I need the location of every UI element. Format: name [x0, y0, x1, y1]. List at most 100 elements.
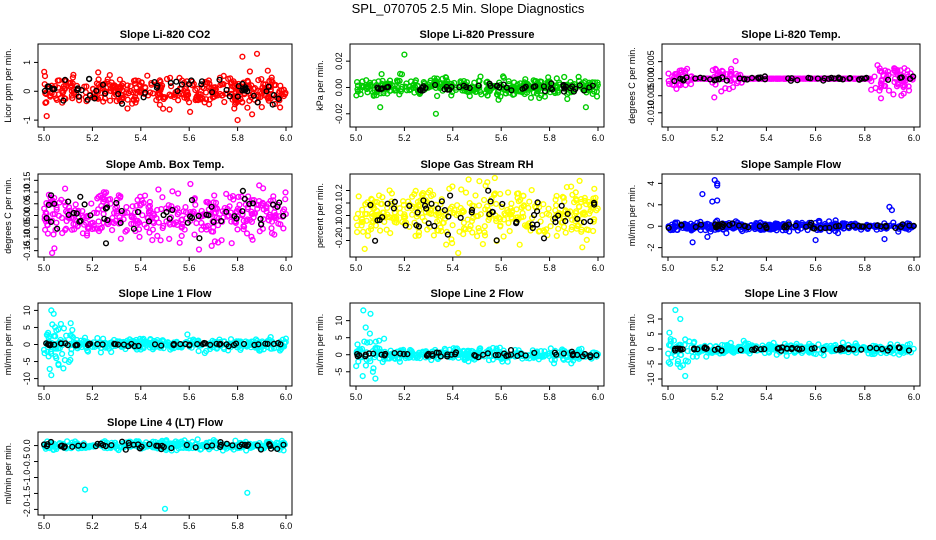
y-tick-label: 0.02 [334, 52, 344, 70]
data-point [179, 77, 186, 84]
data-point [123, 86, 131, 93]
data-point [243, 217, 250, 225]
data-point [528, 187, 535, 194]
x-tick-label: 5.8 [859, 263, 872, 273]
data-point [484, 92, 491, 99]
data-point [485, 357, 493, 364]
data-point [481, 196, 488, 204]
data-point [160, 443, 167, 451]
data-point [280, 441, 287, 448]
data-point [155, 186, 162, 193]
data-point [360, 228, 367, 235]
data-point [754, 74, 762, 81]
data-point [101, 215, 108, 222]
data-point [108, 227, 116, 234]
data-point [846, 74, 854, 82]
data-point [270, 91, 278, 99]
data-point [57, 443, 64, 450]
data-point [62, 202, 69, 209]
y-tick-label: -0.10 [22, 229, 32, 250]
x-tick-label: 6.0 [908, 263, 921, 273]
data-point [95, 69, 102, 76]
data-point [44, 83, 52, 90]
data-point [443, 80, 450, 87]
data-point [117, 219, 124, 227]
data-point [391, 350, 398, 357]
data-point [785, 75, 792, 82]
data-point [213, 340, 220, 347]
data-point [101, 196, 108, 203]
data-point [508, 208, 516, 215]
y-tick-label: 0.1 [334, 197, 344, 210]
data-point [547, 345, 554, 352]
data-point [428, 207, 435, 214]
data-point [201, 339, 208, 347]
data-point [447, 192, 454, 199]
data-point [722, 85, 729, 92]
data-point [266, 211, 273, 218]
data-point [466, 200, 473, 207]
data-point [173, 219, 180, 226]
data-point [589, 82, 596, 89]
data-point [168, 214, 175, 221]
data-point [587, 218, 594, 225]
data-point [761, 346, 768, 353]
data-points [41, 50, 289, 124]
x-tick-label: 5.6 [495, 263, 508, 273]
data-point [551, 215, 559, 222]
data-point [145, 218, 153, 225]
data-point [462, 226, 469, 233]
data-point [541, 228, 548, 236]
data-point [467, 223, 474, 230]
data-point [449, 240, 456, 247]
data-point [572, 85, 579, 93]
data-point [519, 85, 526, 92]
data-point [367, 201, 374, 209]
data-point [244, 489, 251, 496]
data-point [559, 218, 566, 226]
data-point [190, 208, 197, 215]
data-point [430, 232, 438, 239]
x-tick-label: 5.8 [231, 133, 244, 143]
x-tick-label: 5.2 [86, 392, 99, 402]
y-tick-label: -0.15 [22, 240, 32, 261]
x-tick-label: 5.2 [398, 263, 411, 273]
data-point [47, 218, 55, 226]
data-point [79, 212, 86, 219]
data-point [53, 225, 61, 232]
data-point [362, 362, 370, 369]
data-point [396, 77, 403, 85]
data-point [481, 232, 489, 239]
data-point [537, 218, 544, 225]
y-tick-label: -10 [646, 372, 656, 385]
data-point [534, 353, 541, 360]
y-tick-label: 5 [334, 335, 344, 340]
data-point [163, 209, 170, 216]
data-point [716, 76, 723, 83]
data-point [425, 220, 432, 227]
x-tick-label: 6.0 [592, 133, 605, 143]
data-point [497, 222, 504, 229]
data-point [503, 352, 510, 360]
data-point [163, 75, 171, 83]
data-point [394, 77, 401, 84]
x-tick-label: 5.4 [135, 133, 148, 143]
data-point [173, 78, 180, 85]
data-point [472, 192, 479, 199]
data-point [266, 441, 273, 448]
data-point [45, 353, 52, 360]
data-point [476, 178, 483, 185]
data-point [699, 191, 706, 198]
data-point [196, 235, 203, 242]
panel-title: Slope Li-820 CO2 [120, 29, 210, 41]
data-points [40, 436, 288, 512]
data-point [455, 249, 462, 257]
data-point [484, 179, 491, 186]
data-point [99, 335, 107, 342]
data-point [472, 352, 479, 360]
data-point [480, 351, 487, 358]
data-point [172, 206, 179, 213]
data-point [195, 212, 202, 220]
data-point [543, 210, 550, 217]
data-point [560, 350, 567, 357]
